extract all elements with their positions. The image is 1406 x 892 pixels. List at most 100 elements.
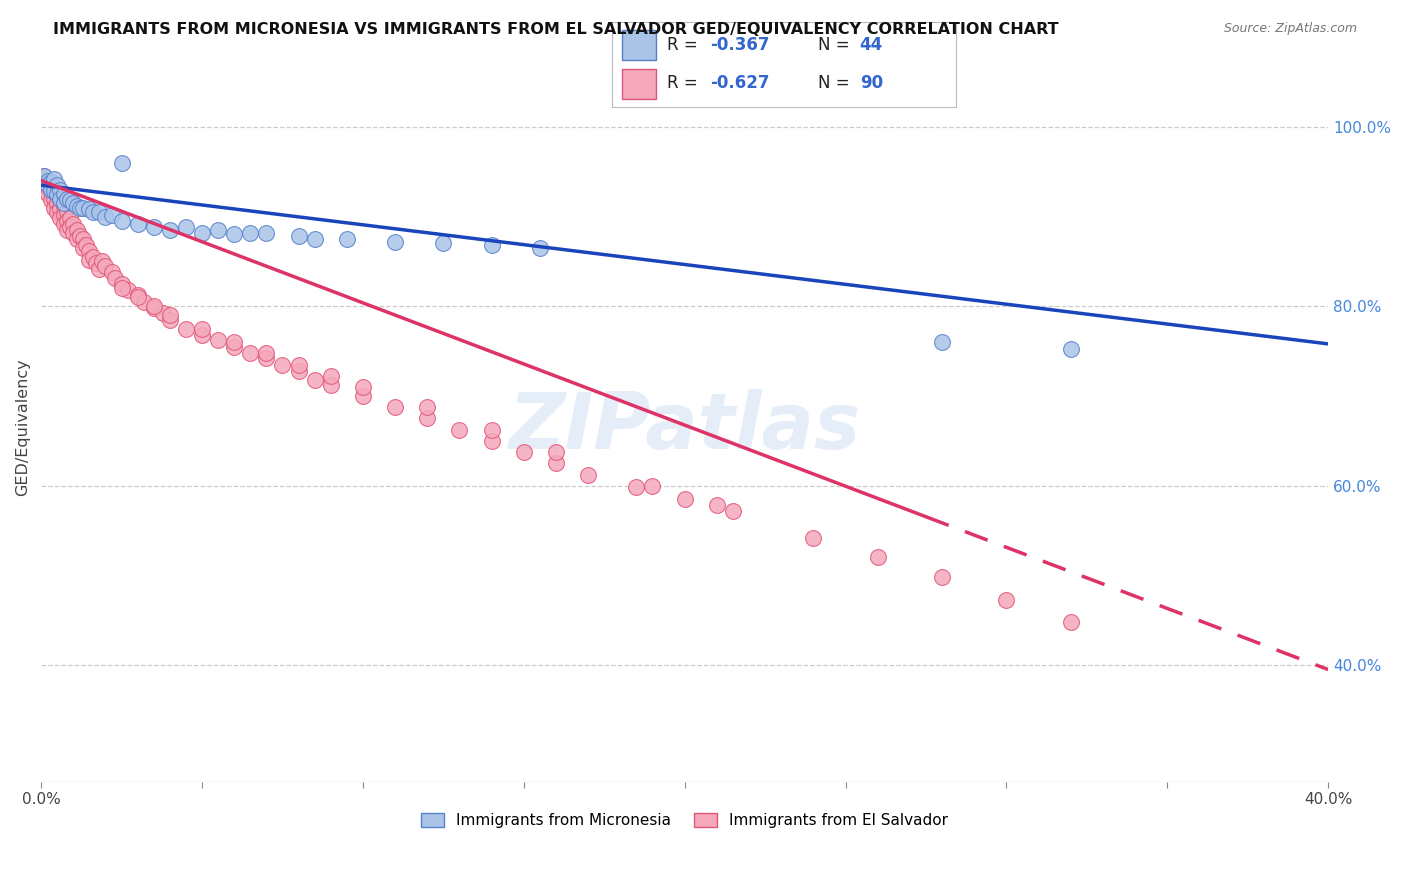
Point xyxy=(82,205,104,219)
Text: N =: N = xyxy=(818,74,855,92)
Point xyxy=(706,499,728,513)
Point xyxy=(142,299,165,313)
Point xyxy=(101,265,124,279)
Point xyxy=(626,480,648,494)
Point xyxy=(352,389,374,403)
Y-axis label: GED/Equivalency: GED/Equivalency xyxy=(15,359,30,496)
Point xyxy=(110,281,132,295)
Point xyxy=(544,456,567,470)
Point xyxy=(152,306,174,320)
Point xyxy=(224,340,246,354)
Point xyxy=(544,444,567,458)
Point xyxy=(39,176,62,190)
Point xyxy=(481,238,503,252)
Point xyxy=(287,364,309,378)
Point xyxy=(287,358,309,372)
Point xyxy=(254,226,277,240)
Point xyxy=(174,220,197,235)
Point xyxy=(75,238,97,252)
Point xyxy=(432,236,454,251)
Point xyxy=(207,223,229,237)
Point xyxy=(481,434,503,448)
Point xyxy=(49,202,72,217)
Point xyxy=(254,346,277,360)
Text: N =: N = xyxy=(818,36,855,54)
Point xyxy=(87,261,110,276)
Point xyxy=(481,423,503,437)
Point xyxy=(1060,343,1083,357)
Point xyxy=(319,369,342,384)
Point xyxy=(91,254,114,268)
Point xyxy=(82,250,104,264)
Legend: Immigrants from Micronesia, Immigrants from El Salvador: Immigrants from Micronesia, Immigrants f… xyxy=(415,807,955,834)
Point xyxy=(127,290,149,304)
Point xyxy=(42,201,65,215)
Point xyxy=(39,176,62,190)
Point xyxy=(673,492,696,507)
Point xyxy=(1060,615,1083,629)
Point xyxy=(42,171,65,186)
Text: Source: ZipAtlas.com: Source: ZipAtlas.com xyxy=(1223,22,1357,36)
Point xyxy=(931,335,953,350)
Point xyxy=(49,192,72,206)
Point xyxy=(191,327,214,342)
Text: IMMIGRANTS FROM MICRONESIA VS IMMIGRANTS FROM EL SALVADOR GED/EQUIVALENCY CORREL: IMMIGRANTS FROM MICRONESIA VS IMMIGRANTS… xyxy=(53,22,1059,37)
Point xyxy=(52,187,75,202)
Point xyxy=(52,217,75,231)
Point xyxy=(110,277,132,291)
Bar xyxy=(621,69,657,99)
Point xyxy=(159,312,181,326)
Point xyxy=(59,211,82,226)
Point xyxy=(287,229,309,244)
Point xyxy=(995,593,1018,607)
Point xyxy=(52,199,75,213)
Point xyxy=(641,478,664,492)
Point xyxy=(42,183,65,197)
Point xyxy=(352,380,374,394)
Point xyxy=(174,321,197,335)
Point xyxy=(142,301,165,315)
Point xyxy=(159,308,181,322)
Point xyxy=(224,227,246,242)
Point xyxy=(529,241,551,255)
Point xyxy=(191,321,214,335)
Point xyxy=(62,196,84,211)
Point xyxy=(59,220,82,235)
Point xyxy=(34,178,56,193)
Point xyxy=(142,220,165,235)
Point xyxy=(159,223,181,237)
Point xyxy=(62,226,84,240)
Point xyxy=(42,192,65,206)
Point xyxy=(104,270,127,285)
Point xyxy=(56,214,79,228)
Point xyxy=(46,187,69,202)
Point xyxy=(94,210,117,224)
Point xyxy=(46,205,69,219)
Point xyxy=(79,202,101,217)
Point xyxy=(42,185,65,199)
Point xyxy=(65,232,87,246)
Point xyxy=(384,400,406,414)
Point xyxy=(271,358,294,372)
Point xyxy=(52,196,75,211)
Text: -0.367: -0.367 xyxy=(710,36,769,54)
Point xyxy=(336,232,359,246)
Point xyxy=(87,205,110,219)
Point xyxy=(62,217,84,231)
Point xyxy=(69,229,91,244)
Point xyxy=(46,187,69,202)
Point xyxy=(239,226,262,240)
Point xyxy=(866,550,889,565)
Point xyxy=(384,235,406,249)
Point xyxy=(79,252,101,267)
Point xyxy=(79,244,101,258)
Point xyxy=(37,178,59,193)
Point xyxy=(65,223,87,237)
Point xyxy=(931,570,953,584)
Text: ZIPatlas: ZIPatlas xyxy=(509,389,860,466)
Text: -0.627: -0.627 xyxy=(710,74,769,92)
Point xyxy=(132,294,155,309)
Point xyxy=(304,232,326,246)
Point xyxy=(84,256,107,270)
Point xyxy=(65,199,87,213)
